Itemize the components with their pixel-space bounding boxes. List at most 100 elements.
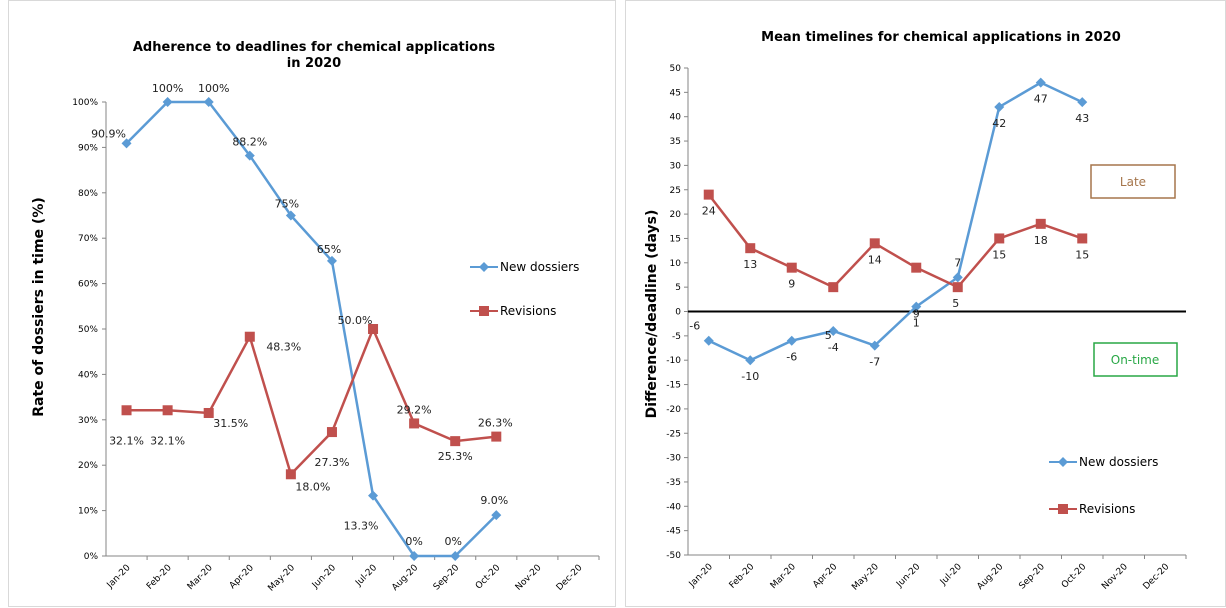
y-tick-label: -30 xyxy=(666,454,681,464)
data-label: 100% xyxy=(198,82,229,95)
x-tick-label: Aug-20 xyxy=(390,563,420,593)
data-point xyxy=(285,469,296,480)
data-point xyxy=(911,262,922,273)
y-tick-label: 25 xyxy=(670,186,681,196)
data-point xyxy=(994,233,1005,244)
x-tick-label: Oct-20 xyxy=(474,563,503,592)
data-point xyxy=(285,210,296,221)
data-point xyxy=(409,418,420,429)
late-annotation-label: Late xyxy=(1120,175,1146,189)
y-tick-label: 50 xyxy=(670,64,682,74)
data-point xyxy=(162,97,173,107)
x-tick-label: Jul-20 xyxy=(938,562,964,588)
legend-new-dossiers-marker xyxy=(479,262,489,272)
data-label: 5 xyxy=(825,329,832,342)
data-label: 0% xyxy=(444,535,461,548)
data-label: 50.0% xyxy=(338,314,373,327)
data-label: 75% xyxy=(275,198,299,211)
y-tick-label: -5 xyxy=(672,332,681,342)
data-point xyxy=(869,340,880,351)
data-label: 18 xyxy=(1034,234,1048,247)
y-tick-label: 15 xyxy=(670,234,681,244)
data-label: 9.0% xyxy=(480,494,508,507)
legend-label: Revisions xyxy=(500,304,556,318)
y-tick-label: 100% xyxy=(72,98,98,108)
y-tick-label: -15 xyxy=(666,381,681,391)
chart-title-line: in 2020 xyxy=(287,56,341,71)
data-point xyxy=(952,282,963,293)
data-point xyxy=(368,324,379,334)
y-tick-label: -20 xyxy=(666,405,681,415)
data-point xyxy=(1035,218,1046,229)
on-time-annotation-box xyxy=(1093,342,1178,377)
late-annotation-box xyxy=(1090,164,1176,199)
data-point xyxy=(450,436,461,447)
x-tick-label: Feb-20 xyxy=(145,563,174,592)
x-tick-label: May-20 xyxy=(266,563,297,594)
series-line-new-dossiers xyxy=(708,81,1083,362)
data-label: 9 xyxy=(788,278,795,291)
legend-label: New dossiers xyxy=(1079,455,1158,469)
data-label: 47 xyxy=(1034,93,1048,106)
data-label: 29.2% xyxy=(397,403,432,416)
data-point xyxy=(869,238,880,249)
data-point xyxy=(203,407,214,418)
y-tick-label: -10 xyxy=(666,356,681,366)
data-point xyxy=(1035,77,1046,88)
y-tick-label: 50% xyxy=(78,325,98,335)
x-tick-label: Aug-20 xyxy=(975,562,1005,592)
y-tick-label: 30% xyxy=(78,416,98,426)
data-label: 0% xyxy=(405,535,422,548)
x-tick-label: Dec-20 xyxy=(1142,562,1172,592)
series-line-revisions xyxy=(707,193,1083,289)
data-point xyxy=(326,255,337,266)
x-tick-label: Jun-20 xyxy=(894,562,922,590)
data-point xyxy=(326,427,337,438)
x-tick-label: Apr-20 xyxy=(811,562,839,590)
y-tick-label: 20% xyxy=(78,461,98,471)
x-tick-label: Nov-20 xyxy=(1100,562,1130,592)
data-label: 88.2% xyxy=(232,136,267,149)
data-label: 65% xyxy=(317,243,341,256)
data-label: 9 xyxy=(913,308,920,321)
data-point xyxy=(786,335,797,346)
legend-label: Revisions xyxy=(1079,502,1135,516)
adherence-chart: Adherence to deadlines for chemical appl… xyxy=(31,40,600,594)
y-tick-label: -25 xyxy=(666,429,681,439)
data-label: -4 xyxy=(828,341,839,354)
data-label: 32.1% xyxy=(109,434,144,447)
legend-revisions-marker xyxy=(479,306,489,316)
x-tick-label: Sep-20 xyxy=(1017,562,1047,592)
legend-new-dossiers-marker xyxy=(1058,457,1068,467)
y-tick-label: 10% xyxy=(78,507,98,517)
y-tick-label: 35 xyxy=(670,137,681,147)
data-label: -6 xyxy=(689,320,700,333)
y-tick-label: 5 xyxy=(675,283,681,293)
data-label: 1 xyxy=(913,317,920,330)
data-point xyxy=(368,490,379,501)
data-point xyxy=(1077,97,1088,108)
chart-panel-timelines: Mean timelines for chemical applications… xyxy=(625,0,1226,607)
data-label: 43 xyxy=(1075,112,1089,125)
y-tick-label: -35 xyxy=(666,478,681,488)
data-label: 7 xyxy=(954,256,961,269)
y-tick-label: 70% xyxy=(78,234,98,244)
chart-panel-adherence: Adherence to deadlines for chemical appl… xyxy=(8,0,616,607)
data-point xyxy=(162,405,173,416)
x-tick-label: Jul-20 xyxy=(353,563,379,589)
data-label: 24 xyxy=(702,205,716,218)
data-label: -6 xyxy=(786,351,797,364)
data-point xyxy=(409,551,420,561)
data-label: 5 xyxy=(952,297,959,310)
x-tick-label: May-20 xyxy=(850,562,881,593)
data-point xyxy=(244,150,255,161)
y-tick-label: 40 xyxy=(670,113,682,123)
y-tick-label: -40 xyxy=(666,502,681,512)
data-label: 25.3% xyxy=(438,450,473,463)
data-point xyxy=(121,138,132,149)
data-point xyxy=(703,335,714,346)
data-point xyxy=(1077,233,1088,244)
data-point xyxy=(450,551,461,561)
x-tick-label: Feb-20 xyxy=(728,562,757,591)
data-point xyxy=(491,510,502,521)
